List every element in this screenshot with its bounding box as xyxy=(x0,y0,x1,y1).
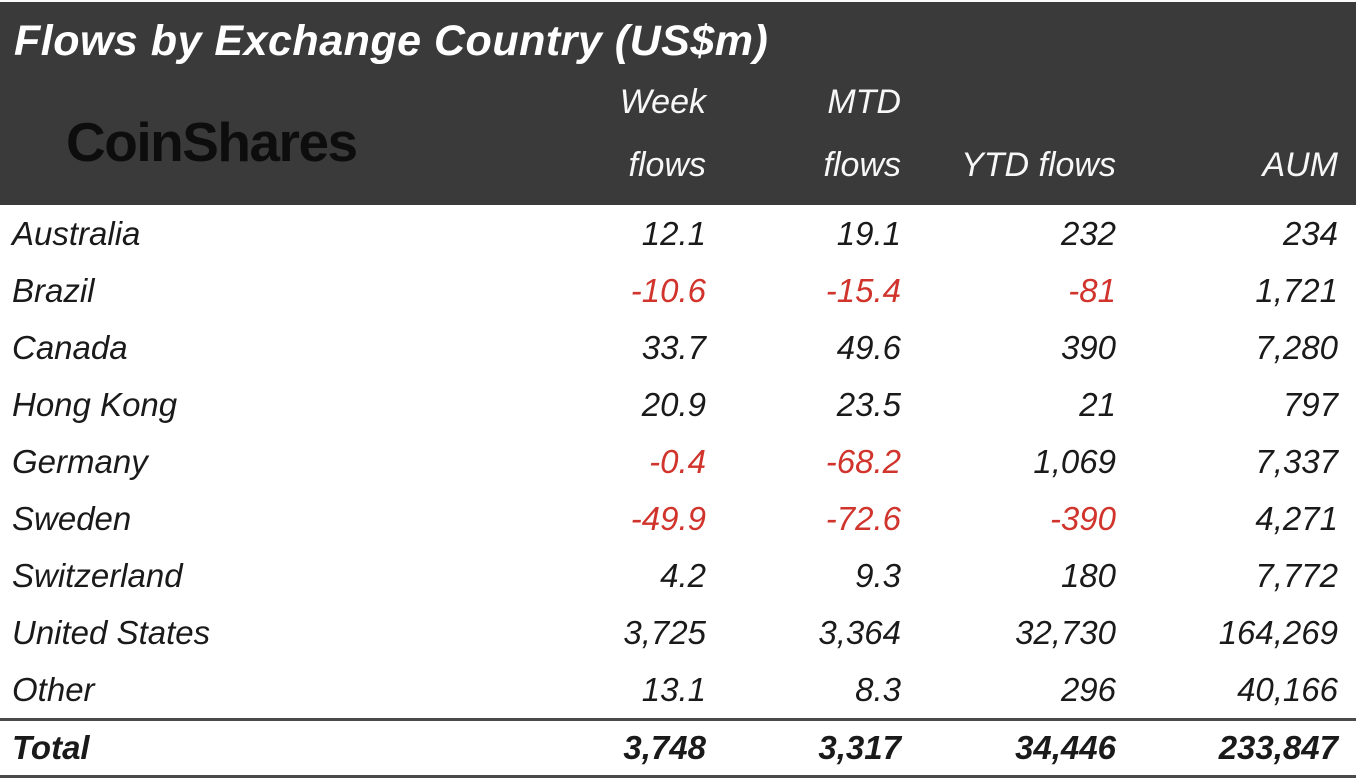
week-flows-cell: -0.4 xyxy=(649,442,706,480)
ytd-flows-cell: 180 xyxy=(1060,556,1116,594)
week-flows-cell: 33.7 xyxy=(641,328,706,366)
table-header-band: Flows by Exchange Country (US$m) CoinSha… xyxy=(0,2,1356,205)
country-cell: Other xyxy=(12,670,95,708)
mtd-flows-cell: -15.4 xyxy=(825,271,901,309)
mtd-flows-cell: 9.3 xyxy=(855,556,901,594)
table-row: Sweden -49.9 -72.6 -390 4,271 xyxy=(0,490,1356,547)
column-header-aum: AUM xyxy=(1262,146,1338,184)
week-flows-cell: 13.1 xyxy=(641,670,706,708)
table-row: Canada 33.7 49.6 390 7,280 xyxy=(0,319,1356,376)
country-cell: Germany xyxy=(12,442,148,480)
country-cell: Brazil xyxy=(12,271,95,309)
mtd-flows-cell: -72.6 xyxy=(825,499,901,537)
ytd-flows-cell: 34,446 xyxy=(1015,729,1116,766)
ytd-flows-cell: 296 xyxy=(1060,670,1116,708)
mtd-flows-cell: 23.5 xyxy=(836,385,901,423)
ytd-flows-cell: 232 xyxy=(1060,214,1116,252)
country-cell: Total xyxy=(12,729,90,766)
mtd-flows-cell: 3,364 xyxy=(818,613,901,651)
country-cell: United States xyxy=(12,613,211,651)
column-header-week-flows: Week flows xyxy=(619,83,706,184)
week-flows-cell: 4.2 xyxy=(660,556,706,594)
aum-cell: 7,280 xyxy=(1255,328,1338,366)
week-flows-cell: 3,748 xyxy=(623,729,706,766)
ytd-flows-cell: 1,069 xyxy=(1033,442,1116,480)
mtd-flows-cell: 8.3 xyxy=(855,670,901,708)
country-cell: Canada xyxy=(12,328,128,366)
table-row: Australia 12.1 19.1 232 234 xyxy=(0,205,1356,262)
mtd-flows-cell: 49.6 xyxy=(836,328,901,366)
aum-cell: 40,166 xyxy=(1237,670,1338,708)
table-row: United States 3,725 3,364 32,730 164,269 xyxy=(0,604,1356,661)
table-body: Australia 12.1 19.1 232 234 Brazil -10.6… xyxy=(0,205,1356,778)
aum-cell: 234 xyxy=(1282,214,1338,252)
country-cell: Hong Kong xyxy=(12,385,178,423)
ytd-flows-cell: -81 xyxy=(1068,271,1116,309)
country-cell: Switzerland xyxy=(12,556,183,594)
column-header-mtd-flows: MTD flows xyxy=(823,83,901,184)
aum-cell: 1,721 xyxy=(1255,271,1338,309)
week-flows-cell: 3,725 xyxy=(623,613,706,651)
week-flows-cell: -10.6 xyxy=(630,271,706,309)
table-row: Hong Kong 20.9 23.5 21 797 xyxy=(0,376,1356,433)
page-title: Flows by Exchange Country (US$m) xyxy=(14,17,769,65)
table-row-total: Total 3,748 3,317 34,446 233,847 xyxy=(0,718,1356,778)
column-header-row: CoinShares Week flows MTD flows YTD flow… xyxy=(14,70,1338,205)
aum-cell: 164,269 xyxy=(1218,613,1338,651)
table-row: Switzerland 4.2 9.3 180 7,772 xyxy=(0,547,1356,604)
country-cell: Australia xyxy=(12,214,141,252)
ytd-flows-cell: 32,730 xyxy=(1015,613,1116,651)
week-flows-cell: 12.1 xyxy=(641,214,706,252)
aum-cell: 233,847 xyxy=(1218,729,1338,766)
table-row: Germany -0.4 -68.2 1,069 7,337 xyxy=(0,433,1356,490)
country-cell: Sweden xyxy=(12,499,132,537)
aum-cell: 797 xyxy=(1282,385,1338,423)
aum-cell: 7,772 xyxy=(1255,556,1338,594)
column-header-ytd-flows: YTD flows xyxy=(961,146,1116,184)
coinshares-logo: CoinShares xyxy=(66,110,358,173)
ytd-flows-cell: 390 xyxy=(1060,328,1116,366)
ytd-flows-cell: -390 xyxy=(1049,499,1116,537)
mtd-flows-cell: 3,317 xyxy=(818,729,901,766)
aum-cell: 4,271 xyxy=(1255,499,1338,537)
table-row: Brazil -10.6 -15.4 -81 1,721 xyxy=(0,262,1356,319)
week-flows-cell: 20.9 xyxy=(641,385,706,423)
ytd-flows-cell: 21 xyxy=(1079,385,1116,423)
mtd-flows-cell: 19.1 xyxy=(836,214,901,252)
mtd-flows-cell: -68.2 xyxy=(825,442,901,480)
week-flows-cell: -49.9 xyxy=(630,499,706,537)
table-row: Other 13.1 8.3 296 40,166 xyxy=(0,661,1356,718)
aum-cell: 7,337 xyxy=(1255,442,1338,480)
